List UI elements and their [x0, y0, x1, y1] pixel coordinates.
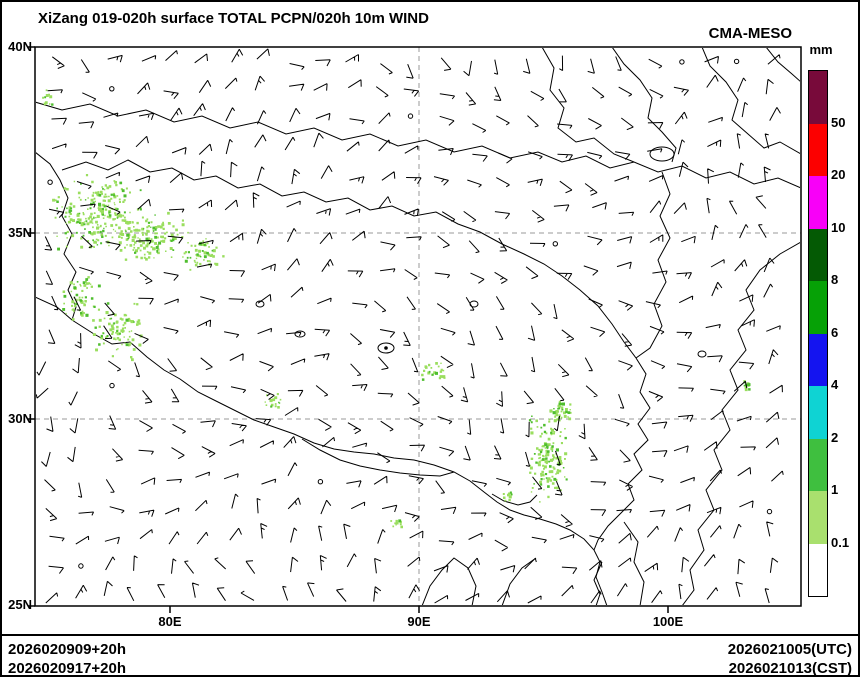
border-path	[766, 48, 800, 82]
lake-dot	[384, 346, 388, 350]
border-path	[501, 557, 537, 605]
calm-wind-circle	[109, 382, 115, 389]
valid-time-cst: 2026021013(CST)	[728, 660, 852, 677]
border-path	[635, 171, 671, 359]
lon-label-90e: 90E	[407, 614, 431, 629]
calm-wind-circle	[733, 58, 740, 65]
calm-wind-circle	[78, 563, 84, 569]
province-borders	[36, 48, 800, 605]
precip-dots-light	[42, 89, 750, 529]
colorbar-segment-3	[809, 228, 827, 281]
plot-title: XiZang 019-020h surface TOTAL PCPN/020h …	[38, 10, 429, 27]
colorbar-label-2: 2	[831, 429, 839, 445]
colorbar-segment-5	[809, 333, 827, 386]
border-path	[36, 101, 800, 189]
wind-barbs	[36, 48, 784, 604]
colorbar-segment-6	[809, 386, 827, 439]
colorbar-segment-7	[809, 438, 827, 491]
lon-label-100e: 100E	[652, 614, 684, 629]
axis-ticks	[28, 46, 669, 613]
lat-label-25n: 25N	[8, 597, 32, 612]
calm-wind-circle	[679, 59, 685, 65]
colorbar-segment-4	[809, 281, 827, 334]
precip-colorbar	[808, 70, 828, 597]
lake-outline	[649, 146, 675, 162]
map-frame	[28, 46, 802, 613]
border-path	[623, 521, 645, 605]
calm-wind-circle	[47, 179, 53, 185]
border-path	[301, 438, 455, 477]
calm-wind-circle	[407, 113, 414, 119]
wind-barb-layer	[36, 48, 784, 604]
calm-wind-circle	[552, 241, 558, 247]
border-path	[61, 159, 637, 359]
colorbar-label-20: 20	[831, 167, 846, 182]
calm-wind-circle	[109, 86, 115, 92]
border-path	[593, 561, 603, 605]
lake-outline	[697, 350, 707, 358]
model-name: CMA-MESO	[708, 25, 792, 42]
init-time-utc: 2026020909+20h	[8, 641, 127, 658]
lake-outline	[377, 342, 395, 354]
colorbar-unit-label: mm	[809, 42, 833, 57]
lat-label-40n: 40N	[8, 39, 32, 54]
precipitation-layer	[42, 89, 751, 529]
border-path	[701, 48, 800, 155]
footer-divider	[2, 634, 858, 636]
colorbar-label-1: 1	[831, 482, 839, 497]
border-path	[682, 241, 800, 605]
border-path	[36, 296, 608, 605]
border-path	[612, 48, 677, 163]
lat-label-35n: 35N	[8, 225, 32, 240]
colorbar-label-0.1: 0.1	[831, 534, 850, 550]
border-path	[593, 357, 651, 551]
border-path	[491, 493, 538, 506]
lon-label-80e: 80E	[158, 614, 182, 629]
colorbar-label-50: 50	[831, 114, 846, 130]
border-path	[421, 557, 477, 605]
lakes	[255, 146, 707, 358]
colorbar-label-8: 8	[831, 272, 839, 287]
colorbar-segment-9	[809, 543, 827, 596]
calm-wind-circle	[317, 479, 324, 485]
colorbar-label-10: 10	[831, 219, 846, 235]
graticule-gridlines	[35, 47, 801, 606]
lat-label-30n: 30N	[8, 411, 32, 426]
border-path	[36, 152, 77, 321]
colorbar-segment-0	[809, 71, 827, 124]
colorbar-label-4: 4	[831, 377, 839, 392]
init-time-cst: 2026020917+20h	[8, 660, 127, 677]
border-path	[541, 48, 635, 163]
lake-outline	[294, 330, 306, 338]
valid-time-utc: 2026021005(UTC)	[727, 641, 852, 658]
lake-outline	[255, 300, 265, 308]
colorbar-segment-8	[809, 491, 827, 544]
colorbar-segment-2	[809, 176, 827, 229]
colorbar-segment-1	[809, 123, 827, 176]
calm-wind-circle	[766, 508, 773, 515]
colorbar-label-6: 6	[831, 324, 839, 340]
